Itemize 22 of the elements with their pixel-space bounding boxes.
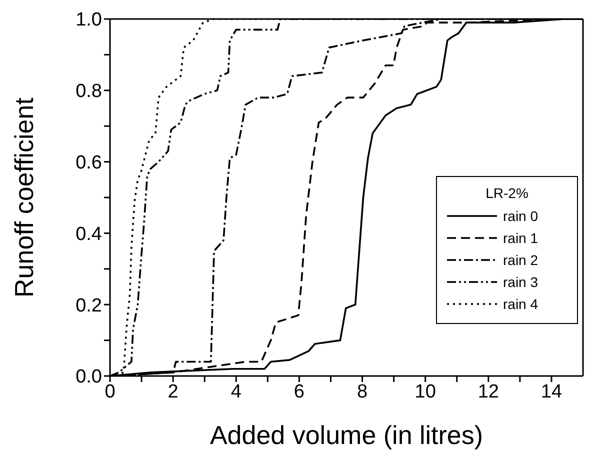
legend-label: rain 0	[503, 208, 538, 224]
x-tick-label: 10	[414, 381, 436, 402]
y-tick-label: 0.4	[76, 224, 102, 245]
x-tick-label: 6	[294, 381, 304, 402]
legend-label: rain 4	[503, 296, 538, 312]
x-tick-label: 12	[478, 381, 499, 402]
legend-title: LR-2%	[484, 185, 530, 201]
legend-label: rain 3	[503, 274, 538, 290]
x-tick-label: 4	[230, 381, 242, 402]
y-tick-label: 1.0	[76, 10, 102, 31]
x-axis-title: Added volume (in litres)	[210, 420, 484, 450]
x-tick-label: 14	[540, 381, 562, 402]
legend-label: rain 1	[503, 230, 538, 246]
x-tick-label: 0	[104, 381, 116, 402]
y-tick-label: 0.0	[76, 366, 102, 388]
x-tick-label: 8	[356, 381, 368, 402]
y-tick-label: 0.8	[76, 81, 102, 102]
legend-label: rain 2	[503, 252, 538, 268]
y-axis-title: Runoff coefficient	[9, 96, 40, 298]
x-tick-label: 2	[168, 381, 178, 402]
y-tick-label: 0.6	[76, 152, 102, 174]
y-tick-label: 0.2	[76, 295, 102, 316]
